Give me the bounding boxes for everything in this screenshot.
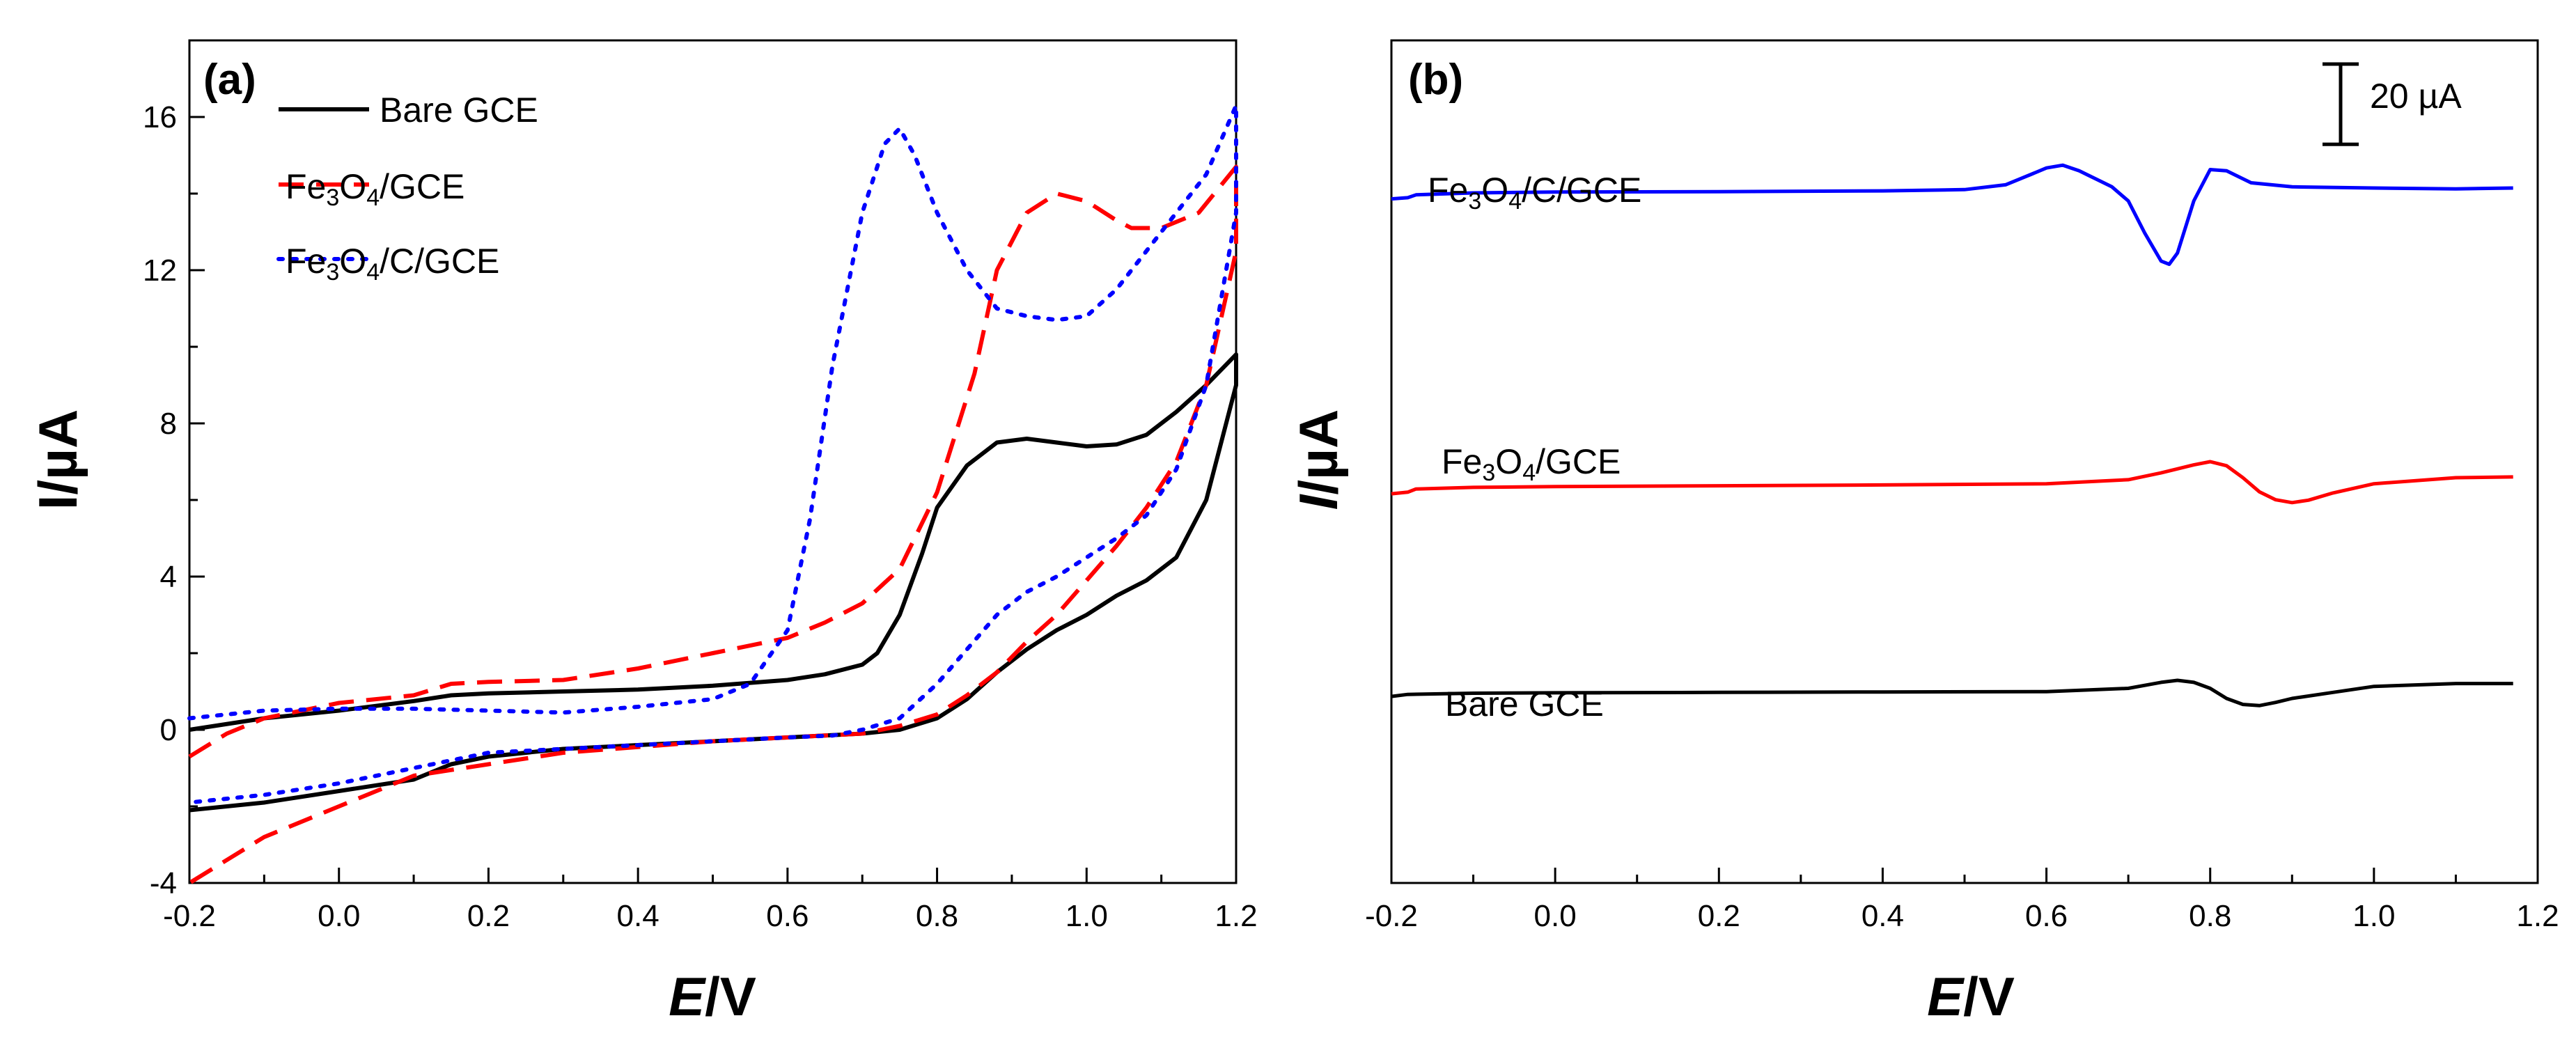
panel-a-series-fe3o4-gce xyxy=(188,164,1238,885)
panel-b-x-tick-label: 1.0 xyxy=(2352,899,2395,933)
panel-a-x-tick-label: -0.2 xyxy=(163,899,216,933)
panel-b-y-title-i: I xyxy=(1288,494,1349,510)
panel-a-y-tick-label: 16 xyxy=(143,100,177,134)
panel-a-x-ticks: -0.2 0.0 0.2 0.4 0.6 0.8 1.0 1.2 xyxy=(163,868,1258,933)
legend-label-fe3o4-gce: Fe3O4/GCE xyxy=(286,167,465,211)
legend-text-fe3o4-gce-part-fe: Fe xyxy=(286,167,326,206)
curve-label-fe3o4-gce-sub-4: 4 xyxy=(1522,460,1536,486)
curve-label-fe3o4-gce-part-o: O xyxy=(1495,442,1522,481)
panel-a-y-tick-label: -4 xyxy=(150,866,177,900)
panel-a-y-ticks: -4 0 4 8 12 16 xyxy=(143,39,205,900)
panel-b-x-tick-label: 0.0 xyxy=(1534,899,1577,933)
panel-b-x-tick-label: 0.8 xyxy=(2189,899,2231,933)
panel-b-x-tick-label: -0.2 xyxy=(1365,899,1418,933)
curve-label-fe3o4-c-gce-part-o: O xyxy=(1481,171,1508,210)
legend-text-fe3o4-c-gce-sub-4: 4 xyxy=(366,259,380,286)
panel-a-x-title-e: E xyxy=(669,966,706,1027)
panel-a-series-fe3o4-c-gce xyxy=(187,103,1238,805)
curve-label-fe3o4-c-gce-sub-3: 3 xyxy=(1468,188,1481,214)
panel-b-x-ticks: -0.2 0.0 0.2 0.4 0.6 0.8 1.0 1.2 xyxy=(1365,868,2559,933)
panel-a-series xyxy=(187,103,1238,885)
panel-a-x-tick-label: 0.2 xyxy=(467,899,510,933)
panel-a-x-tick-label: 0.4 xyxy=(617,899,659,933)
panel-a-y-tick-label: 8 xyxy=(160,407,177,441)
panel-b-series-bare-gce xyxy=(1391,678,2513,707)
curve-label-fe3o4-c-gce-sub-4: 4 xyxy=(1508,188,1522,214)
legend-text-fe3o4-gce-sub-3: 3 xyxy=(326,185,339,211)
panel-b-series-fe3o4-c-gce xyxy=(1391,163,2513,266)
panel-b-x-tick-label: 0.4 xyxy=(1861,899,1904,933)
panel-a-y-tick-label: 12 xyxy=(143,253,177,288)
panel-b-x-title-e: E xyxy=(1927,966,1965,1027)
legend-text-fe3o4-c-gce-part-rest: /C/GCE xyxy=(380,242,499,281)
panel-b-x-title: E/V xyxy=(1927,966,2015,1027)
curve-label-fe3o4-gce-part-fe: Fe xyxy=(1442,442,1482,481)
panel-a-label: (a) xyxy=(203,56,256,104)
panel-a-x-title: E/V xyxy=(669,966,756,1027)
panel-a-x-title-unit: /V xyxy=(705,966,756,1027)
panel-b-label: (b) xyxy=(1408,56,1463,104)
legend-text-fe3o4-c-gce-part-o: O xyxy=(339,242,366,281)
legend-text-fe3o4-gce-part-o: O xyxy=(339,167,366,206)
panel-a-x-tick-label: 1.0 xyxy=(1065,899,1108,933)
panel-b-series-fe3o4-gce xyxy=(1391,460,2513,505)
panel-a-y-tick-label: 4 xyxy=(160,560,177,594)
panel-a-y-tick-label: 0 xyxy=(160,713,177,747)
curve-label-bare-gce-text: Bare GCE xyxy=(1445,685,1604,724)
panel-a-x-tick-label: 0.0 xyxy=(318,899,360,933)
panel-a-x-tick-label: 1.2 xyxy=(1215,899,1257,933)
curve-label-fe3o4-c-gce-part-fe: Fe xyxy=(1428,171,1468,210)
legend-text-fe3o4-c-gce-part-fe: Fe xyxy=(286,242,326,281)
legend-text-fe3o4-gce-part-rest: /GCE xyxy=(380,167,465,206)
curve-label-fe3o4-gce: Fe3O4/GCE xyxy=(1442,442,1621,486)
panel-b-x-tick-label: 0.2 xyxy=(1698,899,1740,933)
panel-a-legend: Bare GCE Fe3O4/GCE Fe3O4/C/GCE xyxy=(276,91,538,286)
curve-label-fe3o4-c-gce: Fe3O4/C/GCE xyxy=(1428,171,1641,214)
panel-b-x-tick-label: 0.6 xyxy=(2025,899,2068,933)
curve-label-fe3o4-gce-sub-3: 3 xyxy=(1482,460,1495,486)
legend-text-fe3o4-gce-sub-4: 4 xyxy=(366,185,380,211)
legend-text-fe3o4-c-gce-sub-3: 3 xyxy=(326,259,339,286)
panel-b-x-title-unit: /V xyxy=(1963,966,2015,1027)
curve-label-bare-gce: Bare GCE xyxy=(1445,685,1604,724)
scale-bar-label: 20 µA xyxy=(2370,77,2462,116)
legend-label-fe3o4-c-gce: Fe3O4/C/GCE xyxy=(286,242,499,286)
panel-b-y-title: I/µA xyxy=(1288,409,1349,510)
curve-label-fe3o4-gce-part-rest: /GCE xyxy=(1536,442,1621,481)
panel-a-x-tick-label: 0.8 xyxy=(916,899,958,933)
panel-a-x-tick-label: 0.6 xyxy=(766,899,809,933)
panel-b-x-tick-label: 1.2 xyxy=(2516,899,2559,933)
panel-a-y-title: I/µA xyxy=(27,409,88,510)
legend-text-bare-gce: Bare GCE xyxy=(380,91,538,130)
panel-b-series xyxy=(1391,163,2513,707)
panel-b: -0.2 0.0 0.2 0.4 0.6 0.8 1.0 1.2 (b) 20 µA Fe3O… xyxy=(1288,39,2559,1027)
scale-bar: 20 µA xyxy=(2323,62,2462,146)
panel-b-y-title-unit: /µA xyxy=(1288,409,1349,495)
curve-label-fe3o4-c-gce-part-rest: /C/GCE xyxy=(1522,171,1641,210)
legend-label-bare-gce: Bare GCE xyxy=(380,91,538,130)
